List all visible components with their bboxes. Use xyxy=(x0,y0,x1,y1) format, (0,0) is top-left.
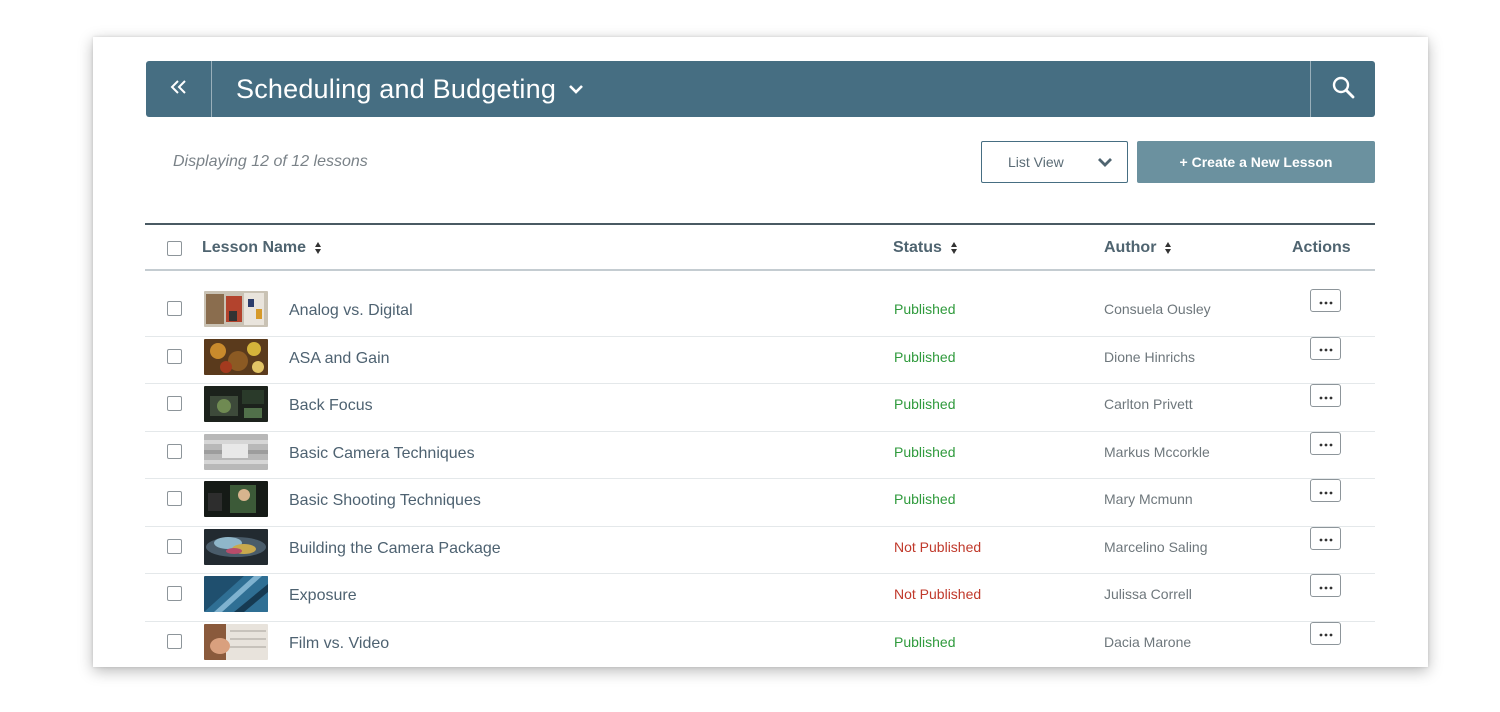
chevron-down-icon xyxy=(1097,155,1113,171)
lesson-thumbnail xyxy=(204,481,268,517)
table-row[interactable]: ASA and Gain Published Dione Hinrichs xyxy=(145,336,1375,384)
author-name: Dacia Marone xyxy=(1104,633,1192,650)
view-mode-value: List View xyxy=(1008,154,1064,170)
status-badge: Published xyxy=(894,301,956,317)
table-row[interactable]: Basic Camera Techniques Published Markus… xyxy=(145,431,1375,479)
lesson-count-text: Displaying 12 of 12 lessons xyxy=(173,153,368,170)
sort-icon[interactable] xyxy=(950,241,958,255)
status-badge: Not Published xyxy=(894,538,982,555)
table-row[interactable]: Film vs. Video Published Dacia Marone xyxy=(145,621,1375,668)
create-lesson-button[interactable]: + Create a New Lesson xyxy=(1137,141,1375,183)
table-body: Analog vs. Digital Published Consuela Ou… xyxy=(145,289,1375,667)
course-title: Scheduling and Budgeting xyxy=(236,73,557,104)
more-horizontal-icon xyxy=(1319,482,1333,500)
more-horizontal-icon xyxy=(1319,624,1333,642)
column-label: Author xyxy=(1104,239,1157,256)
lesson-name-link[interactable]: Basic Shooting Techniques xyxy=(289,492,481,509)
collapse-button[interactable] xyxy=(146,61,212,117)
row-actions-button[interactable] xyxy=(1310,621,1341,645)
row-checkbox[interactable] xyxy=(167,348,182,364)
author-name: Julissa Correll xyxy=(1104,586,1192,602)
chevron-down-icon[interactable] xyxy=(568,84,584,94)
table-row[interactable]: Exposure Not Published Julissa Correll xyxy=(145,574,1375,622)
author-name: Dione Hinrichs xyxy=(1104,348,1196,365)
lesson-name-link[interactable]: Back Focus xyxy=(289,397,373,414)
row-checkbox[interactable] xyxy=(167,301,182,316)
table-header: Lesson Name Status Author Actions xyxy=(145,223,1375,271)
status-badge: Published xyxy=(894,348,956,365)
lesson-name-link[interactable]: ASA and Gain xyxy=(289,349,390,367)
column-header-actions: Actions xyxy=(1292,239,1351,257)
row-actions-button[interactable] xyxy=(1310,526,1341,550)
row-actions-button[interactable] xyxy=(1310,384,1341,407)
view-mode-select[interactable]: List View xyxy=(981,141,1128,183)
more-horizontal-icon xyxy=(1319,292,1333,310)
lesson-name-link[interactable]: Basic Camera Techniques xyxy=(289,444,475,462)
more-horizontal-icon xyxy=(1319,387,1333,405)
column-header-author[interactable]: Author xyxy=(1104,239,1172,257)
select-all-checkbox[interactable] xyxy=(167,241,182,256)
row-checkbox[interactable] xyxy=(167,633,182,649)
row-checkbox[interactable] xyxy=(167,491,182,506)
author-name: Consuela Ousley xyxy=(1104,301,1211,317)
row-actions-button[interactable] xyxy=(1310,479,1341,502)
course-title-selector[interactable]: Scheduling and Budgeting xyxy=(212,61,1310,117)
row-actions-button[interactable] xyxy=(1310,289,1341,312)
author-name: Markus Mccorkle xyxy=(1104,443,1210,460)
sort-icon[interactable] xyxy=(1164,241,1172,255)
row-checkbox[interactable] xyxy=(167,396,182,411)
table-row[interactable]: Building the Camera Package Not Publishe… xyxy=(145,526,1375,574)
lesson-thumbnail xyxy=(204,528,268,565)
row-actions-button[interactable] xyxy=(1310,336,1341,360)
more-horizontal-icon xyxy=(1319,529,1333,547)
column-label: Actions xyxy=(1292,239,1351,256)
lesson-name-link[interactable]: Building the Camera Package xyxy=(289,539,501,557)
author-name: Marcelino Saling xyxy=(1104,538,1208,555)
author-name: Mary Mcmunn xyxy=(1104,491,1193,507)
double-chevron-left-icon xyxy=(170,79,188,99)
table-row[interactable]: Back Focus Published Carlton Privett xyxy=(145,384,1375,432)
row-actions-button[interactable] xyxy=(1310,574,1341,597)
column-header-lesson-name[interactable]: Lesson Name xyxy=(202,239,322,257)
author-name: Carlton Privett xyxy=(1104,396,1193,412)
search-icon xyxy=(1331,75,1355,104)
status-badge: Published xyxy=(894,633,956,650)
search-button[interactable] xyxy=(1310,61,1375,117)
lesson-thumbnail xyxy=(204,576,268,612)
status-badge: Published xyxy=(894,491,956,507)
row-checkbox[interactable] xyxy=(167,538,182,554)
lesson-thumbnail xyxy=(204,433,268,470)
lesson-thumbnail xyxy=(204,623,268,660)
column-label: Lesson Name xyxy=(202,239,307,256)
lesson-thumbnail xyxy=(204,386,268,422)
table-row[interactable]: Analog vs. Digital Published Consuela Ou… xyxy=(145,289,1375,337)
row-checkbox[interactable] xyxy=(167,586,182,601)
status-badge: Published xyxy=(894,443,956,460)
table-row[interactable]: Basic Shooting Techniques Published Mary… xyxy=(145,479,1375,527)
sort-icon[interactable] xyxy=(314,241,322,255)
status-badge: Not Published xyxy=(894,586,982,602)
lesson-name-link[interactable]: Analog vs. Digital xyxy=(289,302,413,319)
more-horizontal-icon xyxy=(1319,339,1333,357)
more-horizontal-icon xyxy=(1319,577,1333,595)
course-header-bar: Scheduling and Budgeting xyxy=(146,61,1375,117)
lesson-thumbnail xyxy=(204,338,268,375)
column-header-status[interactable]: Status xyxy=(893,239,958,257)
lessons-panel: Scheduling and Budgeting Displaying 12 o… xyxy=(93,37,1428,667)
more-horizontal-icon xyxy=(1319,434,1333,452)
lesson-name-link[interactable]: Film vs. Video xyxy=(289,634,390,652)
status-badge: Published xyxy=(894,396,956,412)
row-checkbox[interactable] xyxy=(167,443,182,459)
lessons-table: Lesson Name Status Author Actions xyxy=(145,223,1375,667)
lesson-thumbnail xyxy=(204,291,268,327)
row-actions-button[interactable] xyxy=(1310,431,1341,455)
column-label: Status xyxy=(893,239,942,256)
lesson-name-link[interactable]: Exposure xyxy=(289,587,357,604)
